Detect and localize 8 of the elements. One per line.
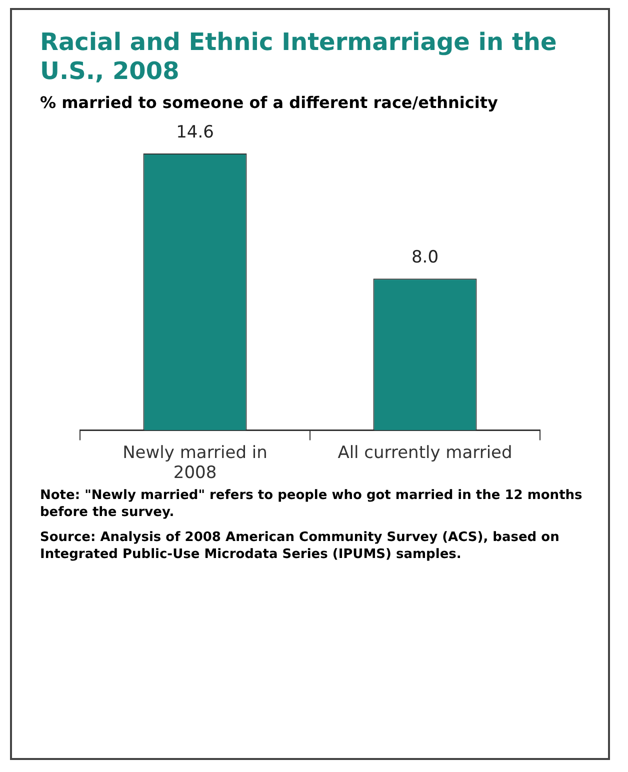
data-label: 8.0 — [411, 248, 439, 268]
source-note: Source: Analysis of 2008 American Community Survey (ACS), based on Integrated Public-Use Microdata Series (IPUMS) samples. — [40, 529, 560, 563]
x-tick-label: Newly married in 2008 — [122, 442, 268, 484]
x-tick-label: All currently married — [338, 442, 512, 463]
data-label: 14.6 — [176, 122, 214, 142]
text: Note: "Newly married" refers to people who got married in the 12 months before the survey. — [40, 487, 584, 521]
chart-title: Racial and Ethnic Intermarriage in the U.S., 2008 — [40, 28, 558, 86]
chart-subtitle: % married to someone of a different race/ethnicity — [40, 92, 499, 113]
